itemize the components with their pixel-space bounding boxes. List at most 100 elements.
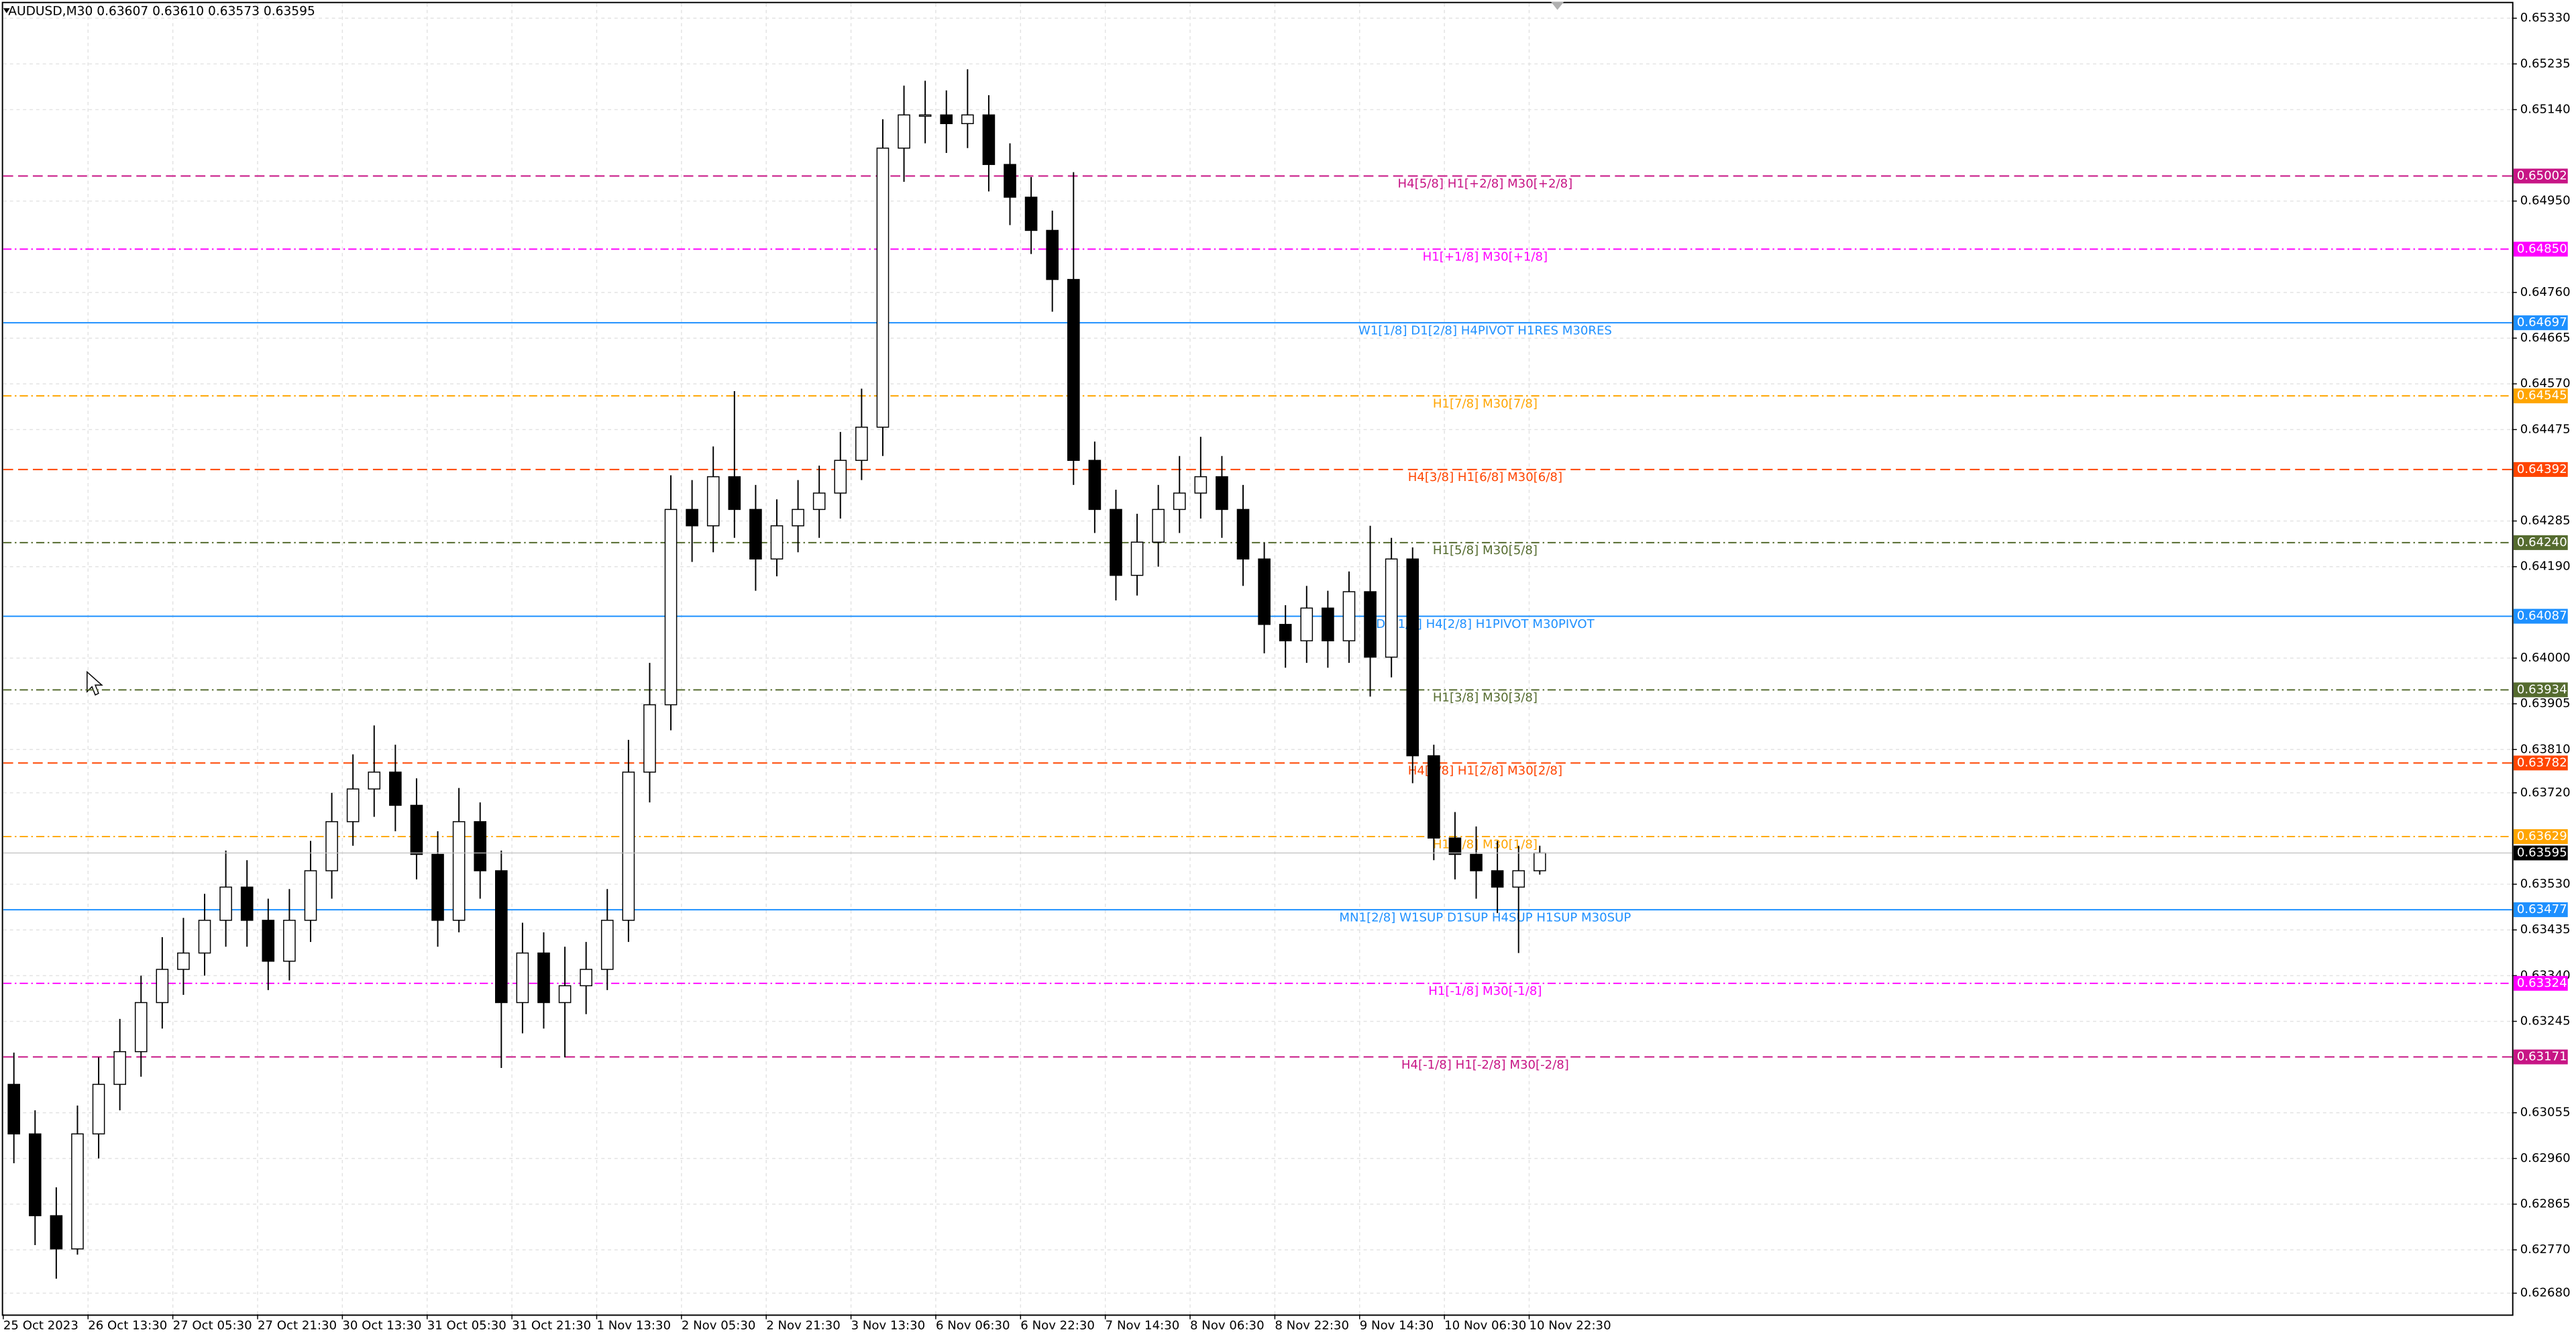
candle-body bbox=[855, 427, 868, 461]
levels: H4[5/8] H1[+2/8] M30[+2/8] H1[+1/8] M30[+… bbox=[3, 175, 2512, 1072]
candle-body bbox=[1342, 591, 1356, 641]
candle-body bbox=[686, 508, 698, 527]
candle-body bbox=[834, 460, 847, 494]
y-tick-label: 0.63810 bbox=[2520, 742, 2571, 756]
candle-body bbox=[918, 114, 932, 117]
y-tick-label: 0.65330 bbox=[2520, 11, 2571, 25]
last-price-box bbox=[2513, 845, 2568, 861]
level-price-box bbox=[2513, 1049, 2568, 1065]
level-label: H1[3/8] M30[3/8] bbox=[1433, 691, 1538, 705]
candle-body bbox=[1004, 164, 1016, 198]
candle-body bbox=[50, 1215, 63, 1250]
candle-body bbox=[1194, 476, 1208, 494]
plot-frame bbox=[1, 1, 2514, 1316]
level-price-label: 0.64240 bbox=[2517, 535, 2567, 549]
level-price-box bbox=[2513, 535, 2568, 550]
candle-body bbox=[410, 804, 423, 855]
y-tick-label: 0.63720 bbox=[2520, 786, 2571, 800]
level-price-box bbox=[2513, 462, 2568, 477]
candle-body bbox=[600, 920, 614, 970]
candle-body bbox=[71, 1133, 84, 1250]
level-label: H1[7/8] M30[7/8] bbox=[1433, 396, 1538, 411]
level-price-label: 0.63934 bbox=[2517, 682, 2567, 696]
level-price-label: 0.63782 bbox=[2517, 755, 2567, 769]
x-tick-label: 25 Oct 2023 bbox=[3, 1318, 78, 1332]
candle-body bbox=[728, 476, 741, 511]
candle-body bbox=[1046, 229, 1059, 280]
candle-body bbox=[240, 886, 254, 921]
level-price-box bbox=[2513, 608, 2568, 624]
x-tick-label: 31 Oct 05:30 bbox=[427, 1318, 506, 1332]
grid bbox=[3, 3, 2512, 1315]
y-tick-label: 0.64570 bbox=[2520, 376, 2571, 390]
candle-body bbox=[346, 788, 360, 822]
level-price-label: 0.64697 bbox=[2517, 315, 2567, 329]
x-tick-label: 7 Nov 14:30 bbox=[1106, 1318, 1180, 1332]
candle-body bbox=[1448, 837, 1462, 855]
level-price-label: 0.63477 bbox=[2517, 902, 2567, 916]
y-tick-label: 0.63530 bbox=[2520, 877, 2571, 891]
level-price-label: 0.64392 bbox=[2517, 462, 2567, 476]
candle-body bbox=[156, 969, 169, 1004]
y-tick-label: 0.65235 bbox=[2520, 56, 2571, 70]
y-tick-label: 0.64950 bbox=[2520, 194, 2571, 208]
y-tick-label: 0.64475 bbox=[2520, 422, 2571, 436]
candle-body bbox=[389, 771, 402, 806]
x-tick-label: 6 Nov 06:30 bbox=[936, 1318, 1010, 1332]
x-tick-label: 8 Nov 06:30 bbox=[1190, 1318, 1265, 1332]
candle-body bbox=[28, 1133, 42, 1216]
candle-body bbox=[876, 148, 890, 428]
candle-body bbox=[812, 492, 826, 511]
candle-body bbox=[643, 704, 656, 773]
candle-body bbox=[1385, 558, 1398, 658]
candle-body bbox=[198, 920, 211, 954]
candle-body bbox=[706, 476, 720, 527]
candle-body bbox=[304, 870, 317, 921]
y-tick-label: 0.62770 bbox=[2520, 1242, 2571, 1256]
candle-body bbox=[494, 870, 508, 1004]
y-tick-label: 0.63245 bbox=[2520, 1014, 2571, 1028]
last-price-label: 0.63595 bbox=[2517, 845, 2567, 859]
level-label: H1[-1/8] M30[-1/8] bbox=[1428, 984, 1542, 998]
level-label: H1[5/8] M30[5/8] bbox=[1433, 543, 1538, 557]
shift-marker bbox=[1550, 1, 1564, 10]
x-tick-label: 10 Nov 06:30 bbox=[1444, 1318, 1526, 1332]
x-tick-label: 27 Oct 21:30 bbox=[258, 1318, 337, 1332]
level-price-box bbox=[2513, 975, 2568, 991]
candle-body bbox=[1130, 541, 1144, 576]
candle-body bbox=[749, 508, 762, 560]
candle-body bbox=[474, 821, 487, 871]
y-tick-label: 0.62865 bbox=[2520, 1197, 2571, 1211]
y-tick-label: 0.64760 bbox=[2520, 285, 2571, 299]
level-label: W1[1/8] D1[2/8] H4PIVOT H1RES M30RES bbox=[1358, 323, 1612, 337]
level-price-label: 0.63324 bbox=[2517, 976, 2567, 990]
candle-body bbox=[1258, 558, 1271, 625]
level-price-box bbox=[2513, 168, 2568, 184]
candle-body bbox=[537, 952, 550, 1004]
level-price-label: 0.63171 bbox=[2517, 1050, 2567, 1064]
chart-title: AUDUSD,M30 0.63607 0.63610 0.63573 0.635… bbox=[8, 5, 315, 19]
candle-body bbox=[92, 1083, 105, 1135]
candle-body bbox=[1024, 197, 1038, 231]
candle-body bbox=[1173, 492, 1186, 511]
candle-body bbox=[1512, 870, 1525, 888]
level-price-box bbox=[2513, 682, 2568, 698]
level-label: H1[1/8] M30[1/8] bbox=[1433, 837, 1538, 851]
level-label: H1[+1/8] M30[+1/8] bbox=[1423, 250, 1548, 264]
candle-body bbox=[325, 821, 338, 871]
candle-body bbox=[1406, 558, 1419, 757]
candle-body bbox=[792, 508, 804, 527]
x-tick-label: 31 Oct 21:30 bbox=[512, 1318, 591, 1332]
candle-body bbox=[982, 114, 996, 165]
candle-body bbox=[898, 114, 910, 149]
candle-body bbox=[177, 952, 190, 970]
candle-body bbox=[7, 1083, 20, 1135]
level-price-label: 0.64545 bbox=[2517, 388, 2567, 403]
candle-body bbox=[961, 114, 974, 124]
level-label: MN1[2/8] W1SUP D1SUP H4SUP H1SUP M30SUP bbox=[1339, 910, 1631, 924]
x-tick-label: 3 Nov 13:30 bbox=[851, 1318, 926, 1332]
y-tick-label: 0.63055 bbox=[2520, 1106, 2571, 1120]
level-price-box bbox=[2513, 829, 2568, 845]
